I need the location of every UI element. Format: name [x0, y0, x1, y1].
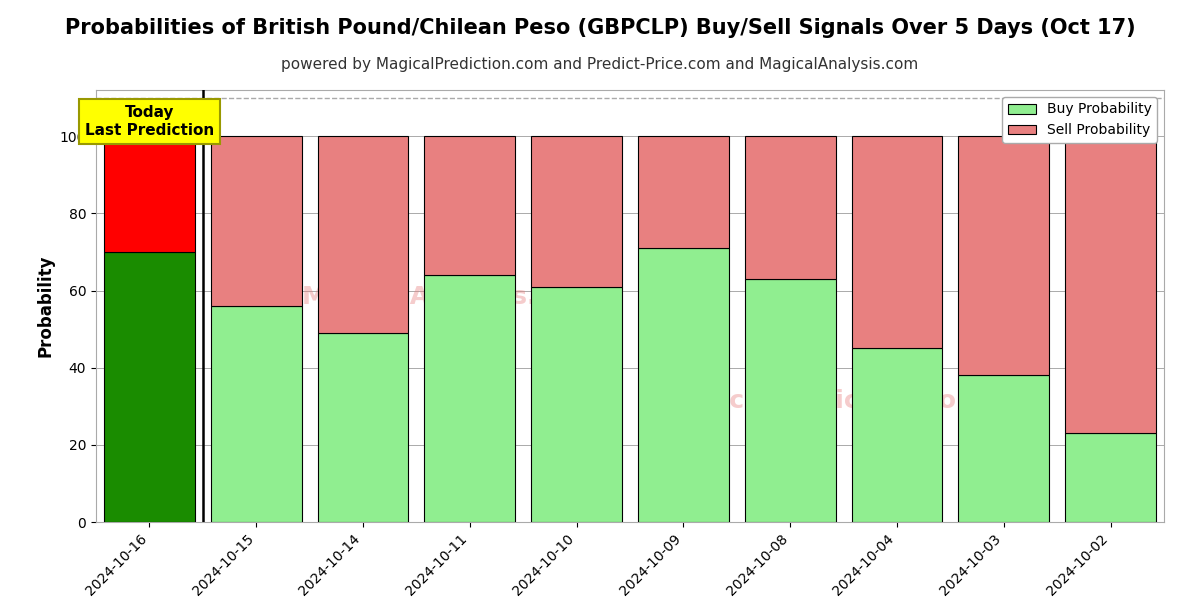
Bar — [638, 136, 728, 248]
Legend: Buy Probability, Sell Probability: Buy Probability, Sell Probability — [1002, 97, 1157, 143]
Bar — [318, 136, 408, 333]
Bar — [638, 248, 728, 522]
Text: Probabilities of British Pound/Chilean Peso (GBPCLP) Buy/Sell Signals Over 5 Day: Probabilities of British Pound/Chilean P… — [65, 18, 1135, 38]
Bar — [532, 287, 622, 522]
Bar — [425, 136, 515, 275]
Text: MagicalAnalysis.com: MagicalAnalysis.com — [301, 286, 595, 310]
Bar — [959, 376, 1049, 522]
Text: MagicalPrediction.com: MagicalPrediction.com — [661, 389, 983, 413]
Bar — [104, 136, 194, 252]
Text: powered by MagicalPrediction.com and Predict-Price.com and MagicalAnalysis.com: powered by MagicalPrediction.com and Pre… — [281, 57, 919, 72]
Text: Today
Last Prediction: Today Last Prediction — [85, 106, 214, 138]
Bar — [852, 136, 942, 349]
Bar — [852, 349, 942, 522]
Bar — [745, 279, 835, 522]
Bar — [959, 136, 1049, 376]
Bar — [1066, 136, 1156, 433]
Bar — [104, 252, 194, 522]
Bar — [1066, 433, 1156, 522]
Bar — [318, 333, 408, 522]
Bar — [211, 306, 301, 522]
Y-axis label: Probability: Probability — [36, 255, 54, 357]
Bar — [211, 136, 301, 306]
Bar — [745, 136, 835, 279]
Bar — [425, 275, 515, 522]
Bar — [532, 136, 622, 287]
